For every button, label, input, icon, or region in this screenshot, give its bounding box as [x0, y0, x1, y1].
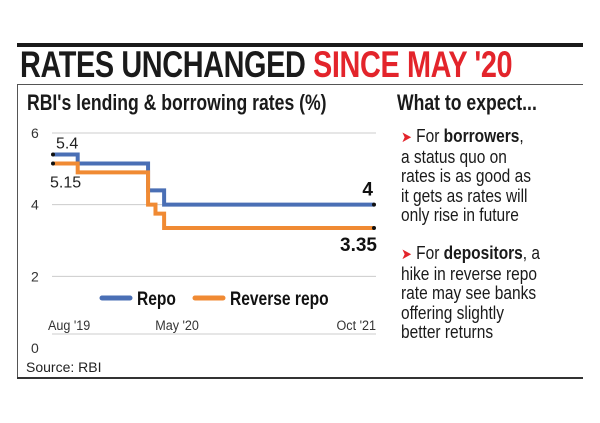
- point-line: better returns: [401, 322, 494, 342]
- legend-label: Repo: [137, 288, 176, 310]
- end-point: [372, 225, 376, 230]
- y-tick-label: 6: [31, 125, 39, 141]
- point-line: offering slightly: [401, 302, 504, 323]
- expect-point-depositors: ➤ For depositors, a hike in reverse repo…: [401, 243, 563, 343]
- y-tick-label: 4: [31, 197, 39, 213]
- start-point: [51, 161, 55, 166]
- point-line: hike in reverse repo: [401, 263, 537, 284]
- source-label: Source: RBI: [26, 359, 101, 375]
- point-prefix: For: [416, 243, 444, 263]
- point-prefix: For: [416, 126, 444, 146]
- end-value-label: 3.35: [340, 235, 377, 256]
- arrow-icon: ➤: [401, 129, 412, 146]
- end-value-label: 4: [362, 180, 373, 201]
- series-line-reverse-repo: [53, 161, 374, 230]
- x-tick-label: Oct '21: [337, 317, 376, 333]
- x-tick-label: Aug '19: [48, 317, 90, 333]
- point-line: a status quo on: [401, 146, 507, 167]
- expect-title-text: What to expect...: [397, 90, 537, 115]
- end-point: [372, 202, 376, 207]
- x-tick-label: May '20: [155, 317, 199, 333]
- start-value-label: 5.15: [50, 174, 81, 191]
- point-bold: borrowers: [443, 126, 520, 146]
- y-tick-label: 2: [31, 268, 39, 284]
- point-line: rate may see banks: [401, 283, 537, 303]
- divider: [17, 84, 583, 85]
- arrow-icon: ➤: [401, 246, 412, 263]
- expect-point-borrowers: ➤ For borrowers, a status quo on rates i…: [401, 126, 552, 226]
- headline-part2: SINCE MAY '20: [313, 44, 513, 85]
- chart-title: RBI's lending & borrowing rates (%): [27, 90, 401, 116]
- point-rest: ,: [519, 126, 524, 146]
- point-rest: , a: [522, 243, 541, 263]
- top-rule: [17, 43, 583, 47]
- expect-title: What to expect...: [397, 90, 572, 116]
- start-point: [51, 152, 55, 157]
- bottom-rule: [17, 377, 583, 379]
- series-line-repo: [53, 152, 374, 207]
- point-line: rates is as good as: [401, 166, 531, 186]
- y-tick-label: 0: [31, 340, 39, 356]
- legend-label: Reverse repo: [230, 288, 329, 310]
- point-line: it gets as rates will: [401, 185, 528, 206]
- point-bold: depositors: [443, 243, 523, 263]
- start-value-label: 5.4: [56, 136, 78, 153]
- chart-title-text: RBI's lending & borrowing rates (%): [27, 90, 327, 115]
- headline-part1: RATES UNCHANGED: [20, 44, 306, 85]
- point-line: only rise in future: [401, 205, 519, 225]
- frame-left: [17, 84, 18, 379]
- headline: RATES UNCHANGED SINCE MAY '20: [20, 44, 600, 86]
